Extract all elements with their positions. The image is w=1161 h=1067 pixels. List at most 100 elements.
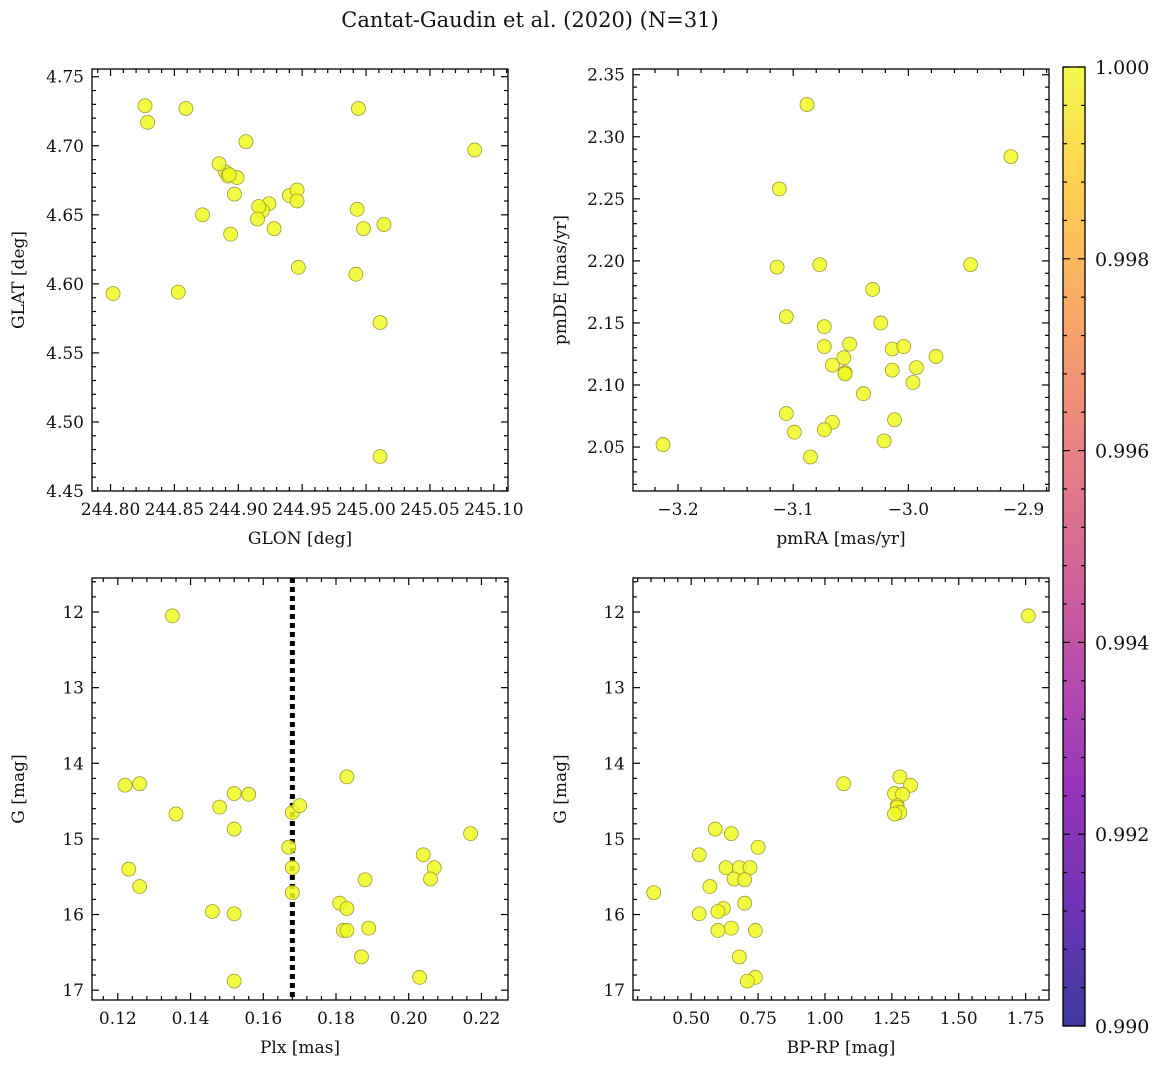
colorbar-gradient: [1063, 67, 1085, 1026]
data-point: [372, 449, 388, 464]
data-point: [707, 821, 723, 837]
data-point: [223, 226, 239, 242]
panel-2: −3.2 −3.1 −3.0 −2.9 2.05 2.10 2.15 2.20 2.25 2.30…: [551, 66, 1050, 549]
data-point: [412, 969, 428, 985]
data-point: [816, 319, 832, 335]
data-point: [812, 257, 828, 273]
y-tick-label: 2.15: [587, 314, 625, 334]
x-axis-label: BP-RP [mag]: [787, 1038, 896, 1058]
data-point: [865, 282, 881, 297]
data-point: [750, 839, 766, 855]
x-tick-label: 1.50: [940, 1009, 978, 1029]
data-point: [799, 97, 815, 112]
x-tick-label: −3.2: [657, 500, 698, 520]
data-point: [739, 973, 755, 989]
data-point: [887, 412, 902, 428]
y-tick-label: 12: [603, 603, 625, 623]
data-point: [646, 885, 662, 901]
colorbar-tick-label: 1.000: [1095, 57, 1149, 79]
data-point: [290, 259, 306, 275]
data-point: [737, 895, 753, 911]
x-tick-label: −3.1: [773, 500, 814, 520]
data-point: [710, 923, 726, 938]
data-point: [376, 217, 392, 232]
data-point: [357, 872, 373, 888]
x-tick-label: 0.18: [317, 1009, 355, 1029]
data-point: [887, 806, 902, 822]
data-point: [339, 901, 355, 916]
y-tick-label: 16: [603, 906, 625, 926]
data-point: [786, 424, 802, 440]
y-tick-label: 14: [62, 754, 84, 774]
data-point: [372, 315, 388, 330]
data-point: [1003, 149, 1019, 165]
x-tick-label: −3.0: [888, 500, 929, 520]
y-tick-label: 2.35: [587, 66, 625, 86]
data-point: [105, 286, 121, 301]
x-tick-label: 0.16: [244, 1009, 282, 1029]
points: [646, 608, 1036, 989]
y-tick-label: 4.70: [46, 137, 84, 157]
data-point: [803, 449, 818, 465]
colorbar-tick-label: 0.990: [1095, 1016, 1149, 1038]
x-tick-label: 245.00: [336, 500, 395, 520]
ticks: [633, 69, 1049, 491]
data-point: [226, 906, 242, 922]
data-point: [842, 336, 858, 352]
data-point: [748, 923, 763, 938]
data-point: [132, 879, 148, 894]
data-point: [354, 949, 369, 965]
data-point: [415, 847, 431, 863]
colorbar: 0.990 0.992 0.994 0.996 0.998 1.000: [1062, 57, 1149, 1038]
data-point: [723, 920, 739, 936]
axes-frame: [632, 68, 1050, 492]
data-point: [892, 769, 908, 785]
colorbar-frame: [1062, 66, 1086, 1027]
data-point: [876, 433, 892, 449]
y-tick-label: 2.10: [587, 376, 625, 396]
data-point: [170, 284, 186, 300]
data-point: [204, 904, 220, 919]
data-point: [837, 366, 853, 382]
y-tick-label: 14: [603, 754, 625, 774]
data-point: [702, 879, 718, 894]
y-tick-label: 12: [62, 603, 84, 623]
data-point: [284, 885, 300, 901]
data-point: [769, 259, 785, 275]
x-tick-label: 245.05: [400, 500, 459, 520]
data-point: [281, 839, 297, 855]
ticks: [92, 69, 508, 492]
data-point: [349, 201, 365, 217]
y-tick-label: 17: [62, 981, 84, 1001]
x-tick-label: 244.85: [145, 500, 204, 520]
data-point: [856, 386, 871, 402]
data-point: [168, 806, 184, 822]
colorbar-tick-label: 0.992: [1095, 824, 1149, 846]
x-axis-label: GLON [deg]: [248, 529, 352, 549]
data-point: [896, 339, 912, 354]
data-point: [178, 101, 194, 116]
data-point: [1020, 608, 1036, 624]
y-axis-label: pmDE [mas/yr]: [551, 215, 571, 345]
ticks: [633, 578, 1049, 1000]
y-tick-label: 13: [603, 679, 625, 699]
y-axis-label: G [mag]: [551, 754, 571, 823]
x-tick-label: 0.75: [739, 1009, 777, 1029]
data-point: [292, 798, 308, 814]
x-tick-label: 0.12: [99, 1009, 137, 1029]
y-tick-label: 2.25: [587, 190, 625, 210]
data-point: [348, 266, 364, 282]
x-tick-label: 1.25: [873, 1009, 911, 1029]
data-point: [212, 799, 228, 815]
data-point: [350, 101, 366, 116]
panel-4: 0.50 0.75 1.00 1.25 1.50 1.75 12 13 14 15 16 17 BP-R…: [551, 577, 1050, 1058]
data-point: [289, 193, 305, 209]
data-point: [691, 906, 707, 922]
data-point: [121, 861, 137, 877]
data-point: [356, 221, 371, 237]
data-point: [824, 357, 840, 373]
x-tick-label: 244.95: [272, 500, 331, 520]
data-point: [778, 406, 794, 421]
data-point: [164, 608, 180, 624]
data-point: [731, 949, 747, 965]
